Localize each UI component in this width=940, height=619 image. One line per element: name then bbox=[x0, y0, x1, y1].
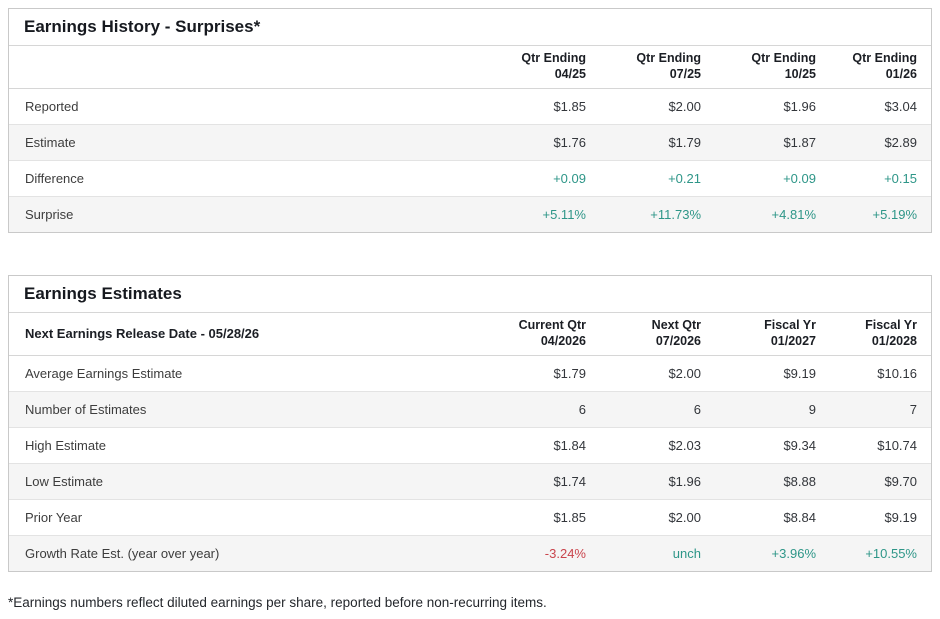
column-header-line1: Qtr Ending bbox=[636, 51, 701, 65]
value-cell: $1.79 bbox=[586, 124, 701, 161]
table-row-growth-rate-est: Growth Rate Est. (year over year) -3.24%… bbox=[9, 535, 931, 571]
table-row-number-of-estimates: Number of Estimates 6 6 9 7 bbox=[9, 391, 931, 428]
column-header-line2: 04/25 bbox=[554, 67, 586, 81]
row-label: High Estimate bbox=[9, 427, 471, 464]
column-header-fiscal-yr-2028: Fiscal Yr 01/2028 bbox=[816, 313, 931, 356]
value-cell: +0.09 bbox=[471, 160, 586, 197]
value-cell: $1.84 bbox=[471, 427, 586, 464]
value-cell: $1.76 bbox=[471, 124, 586, 161]
column-header-line2: 01/2027 bbox=[770, 334, 816, 348]
value-cell: $9.19 bbox=[816, 499, 931, 536]
value-cell: $2.00 bbox=[668, 99, 701, 114]
earnings-estimates-panel: Earnings Estimates Next Earnings Release… bbox=[8, 275, 932, 572]
value-cell: $9.34 bbox=[701, 427, 816, 464]
column-header-line2: 07/2026 bbox=[655, 334, 701, 348]
value-cell: 9 bbox=[701, 391, 816, 428]
value-cell: 6 bbox=[471, 391, 586, 428]
row-label: Growth Rate Est. (year over year) bbox=[9, 535, 471, 571]
empty-header-cell bbox=[9, 46, 471, 89]
value-cell: $2.00 bbox=[586, 499, 701, 536]
column-header-line2: 01/2028 bbox=[871, 334, 917, 348]
table-row-low-estimate: Low Estimate $1.74 $1.96 $8.88 $9.70 bbox=[9, 463, 931, 500]
value-cell: $1.87 bbox=[701, 124, 816, 161]
value-cell: $1.85 bbox=[471, 499, 586, 536]
value-cell: 6 bbox=[586, 391, 701, 428]
column-header-line2: 04/2026 bbox=[540, 334, 586, 348]
column-header-line1: Qtr Ending bbox=[521, 51, 586, 65]
value-cell: unch bbox=[586, 535, 701, 571]
earnings-history-title: Earnings History - Surprises* bbox=[9, 9, 931, 46]
column-header-next-qtr: Next Qtr 07/2026 bbox=[586, 313, 701, 356]
column-header-line2: 10/25 bbox=[784, 67, 816, 81]
value-cell: $3.04 bbox=[884, 99, 917, 114]
value-cell: $2.00 bbox=[668, 366, 701, 381]
value-cell: -3.24% bbox=[471, 535, 586, 571]
earnings-footnote: *Earnings numbers reflect diluted earnin… bbox=[8, 595, 547, 610]
value-cell: $1.96 bbox=[783, 99, 816, 114]
value-cell: $1.85 bbox=[553, 99, 586, 114]
row-label: Prior Year bbox=[9, 499, 471, 536]
value-cell: +0.21 bbox=[586, 160, 701, 197]
earnings-history-panel: Earnings History - Surprises* Qtr Ending… bbox=[8, 8, 932, 233]
value-cell: $2.89 bbox=[816, 124, 931, 161]
table-row-high-estimate: High Estimate $1.84 $2.03 $9.34 $10.74 bbox=[9, 427, 931, 464]
column-header-line1: Fiscal Yr bbox=[865, 318, 917, 332]
value-cell: $10.16 bbox=[877, 366, 917, 381]
value-cell: $8.88 bbox=[701, 463, 816, 500]
value-cell: $9.19 bbox=[783, 366, 816, 381]
earnings-history-header-row: Qtr Ending 04/25 Qtr Ending 07/25 Qtr En… bbox=[9, 46, 931, 89]
value-cell: $2.03 bbox=[586, 427, 701, 464]
earnings-estimates-header-row: Next Earnings Release Date - 05/28/26 Cu… bbox=[9, 313, 931, 356]
column-header-line1: Fiscal Yr bbox=[764, 318, 816, 332]
value-cell: +5.11% bbox=[471, 196, 586, 232]
column-header-qtr-0725: Qtr Ending 07/25 bbox=[586, 46, 701, 89]
value-cell: $1.74 bbox=[471, 463, 586, 500]
value-cell: +3.96% bbox=[701, 535, 816, 571]
column-header-line1: Current Qtr bbox=[518, 318, 586, 332]
row-label: Difference bbox=[9, 160, 471, 197]
value-cell: +10.55% bbox=[816, 535, 931, 571]
row-label: Estimate bbox=[9, 124, 471, 161]
column-header-qtr-0425: Qtr Ending 04/25 bbox=[471, 46, 586, 89]
value-cell: $1.79 bbox=[553, 366, 586, 381]
value-cell: +4.81% bbox=[701, 196, 816, 232]
table-row-surprise: Surprise +5.11% +11.73% +4.81% +5.19% bbox=[9, 196, 931, 232]
column-header-line2: 01/26 bbox=[885, 67, 917, 81]
next-earnings-release-date-label: Next Earnings Release Date - 05/28/26 bbox=[9, 313, 471, 356]
column-header-line1: Next Qtr bbox=[651, 318, 701, 332]
earnings-estimates-table: Next Earnings Release Date - 05/28/26 Cu… bbox=[9, 313, 931, 571]
table-row-difference: Difference +0.09 +0.21 +0.09 +0.15 bbox=[9, 160, 931, 197]
column-header-current-qtr: Current Qtr 04/2026 bbox=[471, 313, 586, 356]
row-label: Low Estimate bbox=[9, 463, 471, 500]
value-cell: $10.74 bbox=[816, 427, 931, 464]
value-cell: $9.70 bbox=[816, 463, 931, 500]
row-label: Surprise bbox=[9, 196, 471, 232]
value-cell: +5.19% bbox=[816, 196, 931, 232]
column-header-line2: 07/25 bbox=[669, 67, 701, 81]
table-row-prior-year: Prior Year $1.85 $2.00 $8.84 $9.19 bbox=[9, 499, 931, 536]
table-row-reported: Reported $1.85 $2.00 $1.96 $3.04 bbox=[9, 89, 931, 125]
earnings-history-table: Qtr Ending 04/25 Qtr Ending 07/25 Qtr En… bbox=[9, 46, 931, 232]
earnings-estimates-title: Earnings Estimates bbox=[9, 276, 931, 313]
row-label: Reported bbox=[25, 99, 79, 114]
column-header-line1: Qtr Ending bbox=[852, 51, 917, 65]
value-cell: $1.96 bbox=[586, 463, 701, 500]
column-header-qtr-1025: Qtr Ending 10/25 bbox=[701, 46, 816, 89]
row-label: Number of Estimates bbox=[9, 391, 471, 428]
table-row-estimate: Estimate $1.76 $1.79 $1.87 $2.89 bbox=[9, 124, 931, 161]
column-header-fiscal-yr-2027: Fiscal Yr 01/2027 bbox=[701, 313, 816, 356]
row-label: Average Earnings Estimate bbox=[25, 366, 183, 381]
column-header-qtr-0126: Qtr Ending 01/26 bbox=[816, 46, 931, 89]
value-cell: +0.15 bbox=[816, 160, 931, 197]
value-cell: +0.09 bbox=[701, 160, 816, 197]
column-header-line1: Qtr Ending bbox=[751, 51, 816, 65]
value-cell: +11.73% bbox=[586, 196, 701, 232]
table-row-average-earnings-estimate: Average Earnings Estimate $1.79 $2.00 $9… bbox=[9, 356, 931, 392]
value-cell: 7 bbox=[816, 391, 931, 428]
value-cell: $8.84 bbox=[701, 499, 816, 536]
